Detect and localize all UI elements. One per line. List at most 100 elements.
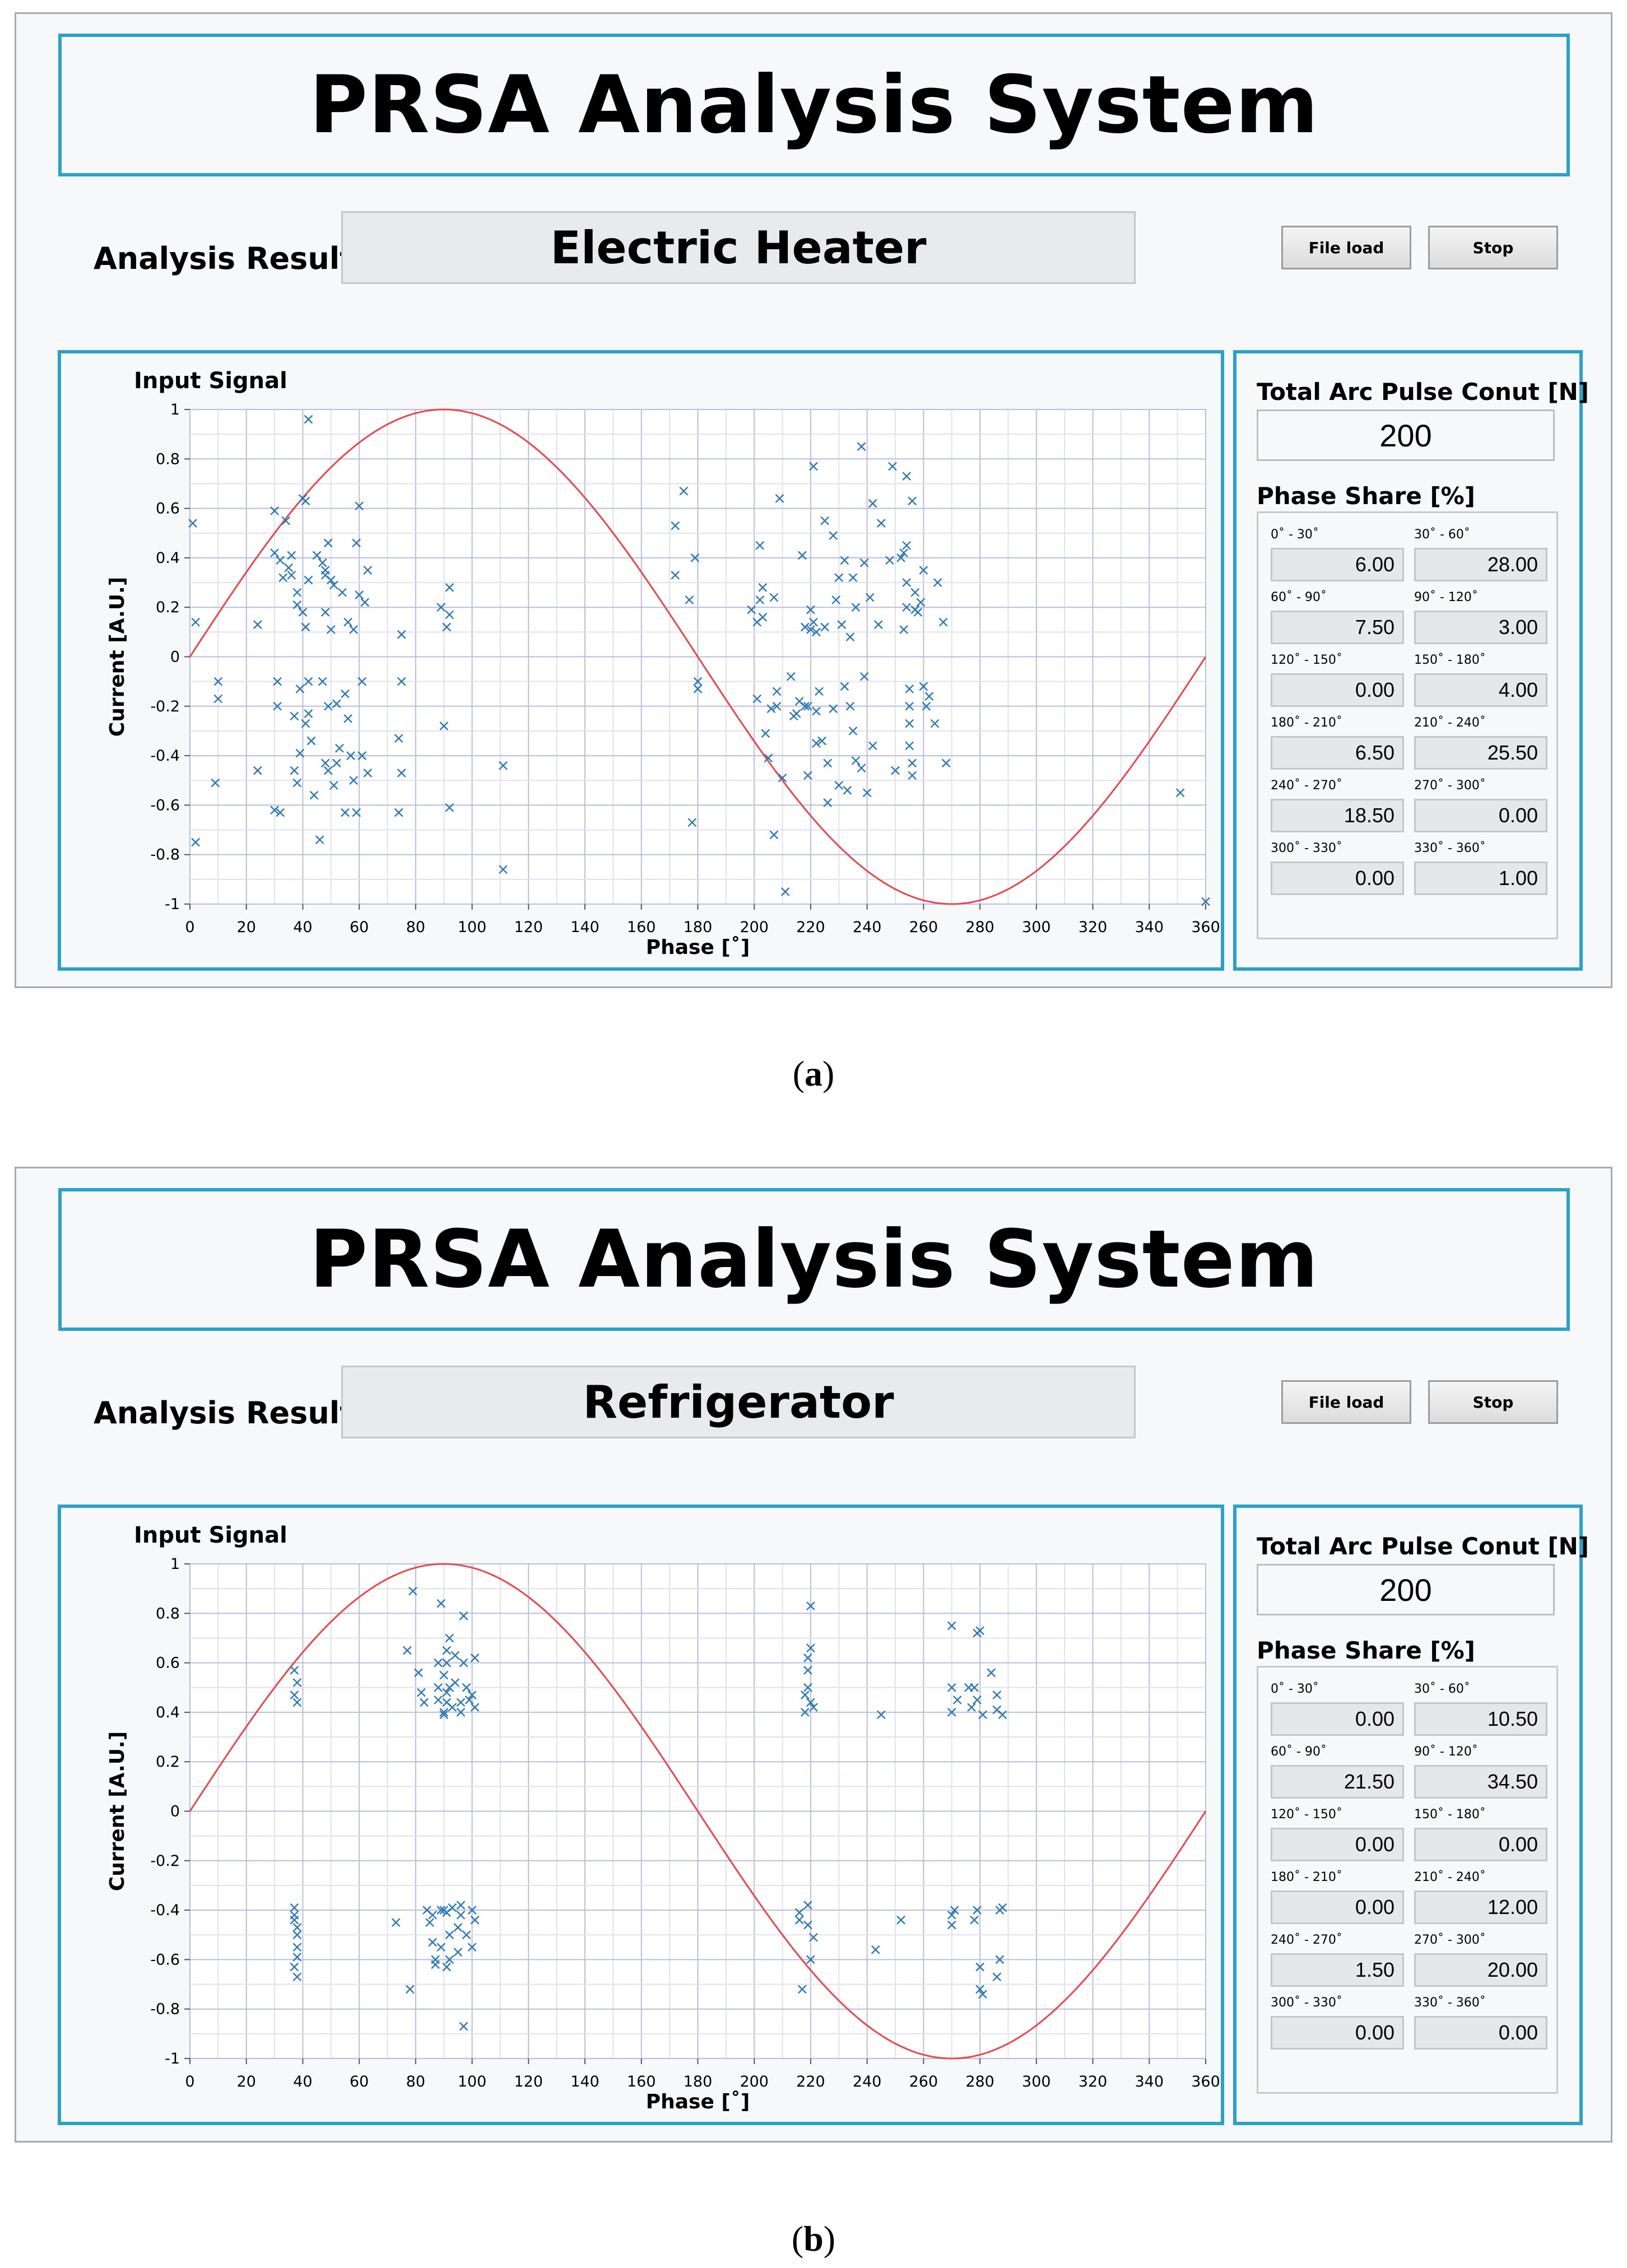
scatter-point <box>276 556 285 565</box>
x-tick-label: 340 <box>1135 919 1164 936</box>
phase-range-label: 270˚ - 300˚ <box>1414 1933 1486 1947</box>
scatter-point <box>434 1658 443 1668</box>
scatter-point <box>360 598 370 607</box>
scatter-point <box>797 551 807 560</box>
y-tick-label: 0.2 <box>156 1753 180 1771</box>
scatter-point <box>766 704 776 714</box>
scatter-point <box>315 835 324 845</box>
scatter-point <box>967 1703 976 1712</box>
scatter-point <box>352 538 361 548</box>
scatter-point <box>301 496 310 506</box>
scatter-point <box>941 758 951 768</box>
scatter-point <box>355 590 364 599</box>
scatter-point <box>349 625 358 634</box>
scatter-point <box>823 798 833 807</box>
summary-panel: Total Arc Pulse Conut [N] 200 Phase Share … <box>1233 350 1589 971</box>
scatter-point <box>975 1626 984 1636</box>
scatter-point <box>829 704 838 714</box>
scatter-point <box>806 1698 815 1707</box>
stop-button[interactable]: Stop <box>1428 226 1558 269</box>
scatter-point <box>320 758 330 768</box>
scatter-point <box>329 580 338 590</box>
scatter-point <box>456 1698 466 1707</box>
file-load-button[interactable]: File load <box>1281 1380 1411 1424</box>
x-tick-label: 180 <box>684 919 713 936</box>
scatter-point <box>434 1683 443 1692</box>
scatter-point <box>301 622 310 632</box>
scatter-point <box>292 1923 302 1932</box>
scatter-point <box>391 1918 401 1927</box>
scatter-point <box>464 1695 474 1705</box>
analysis-result-label: Analysis Result <box>94 1395 355 1431</box>
scatter-point <box>845 632 855 642</box>
scatter-point <box>840 556 849 565</box>
scatter-point <box>394 734 403 743</box>
scatter-point <box>975 1985 984 1994</box>
file-load-button[interactable]: File load <box>1281 226 1411 269</box>
scatter-point <box>470 1653 480 1662</box>
scatter-point <box>456 1901 466 1910</box>
x-tick-label: 20 <box>237 2073 256 2090</box>
scatter-point <box>780 887 790 896</box>
scatter-point <box>978 1710 987 1720</box>
phase-range-label: 180˚ - 210˚ <box>1271 1870 1342 1884</box>
scatter-point <box>318 677 327 686</box>
scatter-point <box>947 1920 956 1930</box>
scatter-point <box>287 570 296 580</box>
scatter-point <box>439 1670 449 1680</box>
scatter-point <box>445 583 454 592</box>
phase-range-label: 30˚ - 60˚ <box>1414 1682 1470 1696</box>
scatter-point <box>292 600 302 609</box>
scatter-point <box>820 516 829 525</box>
scatter-point <box>809 1703 818 1712</box>
phase-share-value: 21.50 <box>1271 1765 1404 1799</box>
scatter-point <box>363 769 373 777</box>
scatter-point <box>975 1962 984 1972</box>
scatter-point <box>908 758 917 768</box>
phase-share-value: 3.00 <box>1414 611 1547 644</box>
x-tick-label: 360 <box>1191 919 1220 936</box>
phase-share-value: 0.00 <box>1414 1828 1547 1861</box>
phase-share-value: 7.50 <box>1271 611 1404 644</box>
y-tick-label: 0.8 <box>156 1605 180 1622</box>
scatter-point <box>355 501 364 511</box>
y-tick-label: -1 <box>165 2050 180 2067</box>
scatter-point <box>292 1678 302 1687</box>
scatter-point <box>973 1695 982 1705</box>
phase-range-label: 210˚ - 240˚ <box>1414 1870 1486 1884</box>
scatter-point <box>439 721 449 730</box>
scatter-point <box>341 689 350 698</box>
x-tick-label: 120 <box>514 919 543 936</box>
x-tick-label: 80 <box>406 2073 425 2090</box>
scatter-point <box>679 486 689 496</box>
total-arc-value: 200 <box>1257 1564 1555 1615</box>
y-tick-label: -0.8 <box>150 846 180 864</box>
scatter-point <box>747 605 756 614</box>
scatter-point <box>292 1972 302 1982</box>
scatter-point <box>349 776 358 785</box>
x-tick-label: 60 <box>350 919 369 936</box>
stop-button[interactable]: Stop <box>1428 1380 1558 1424</box>
scatter-point <box>397 677 406 686</box>
scatter-point <box>290 1962 299 1972</box>
x-tick-label: 40 <box>293 2073 312 2090</box>
scatter-point <box>922 701 931 711</box>
scatter-point <box>848 573 858 583</box>
scatter-point <box>809 462 818 471</box>
y-tick-label: 0.6 <box>156 500 180 518</box>
scatter-point <box>1175 788 1185 798</box>
scatter-point <box>947 1683 956 1692</box>
scatter-point <box>998 1903 1007 1912</box>
scatter-point <box>213 694 223 704</box>
scatter-point <box>445 1633 454 1643</box>
scatter-point <box>908 771 917 780</box>
x-tick-label: 100 <box>458 919 487 936</box>
scatter-point <box>871 1945 880 1954</box>
scatter-point <box>499 865 508 874</box>
scatter-point <box>812 739 821 748</box>
scatter-point <box>868 741 877 751</box>
scatter-point <box>973 1906 982 1915</box>
y-tick-label: -0.8 <box>150 2001 180 2018</box>
x-tick-label: 300 <box>1022 2073 1051 2090</box>
scatter-point <box>326 575 336 585</box>
